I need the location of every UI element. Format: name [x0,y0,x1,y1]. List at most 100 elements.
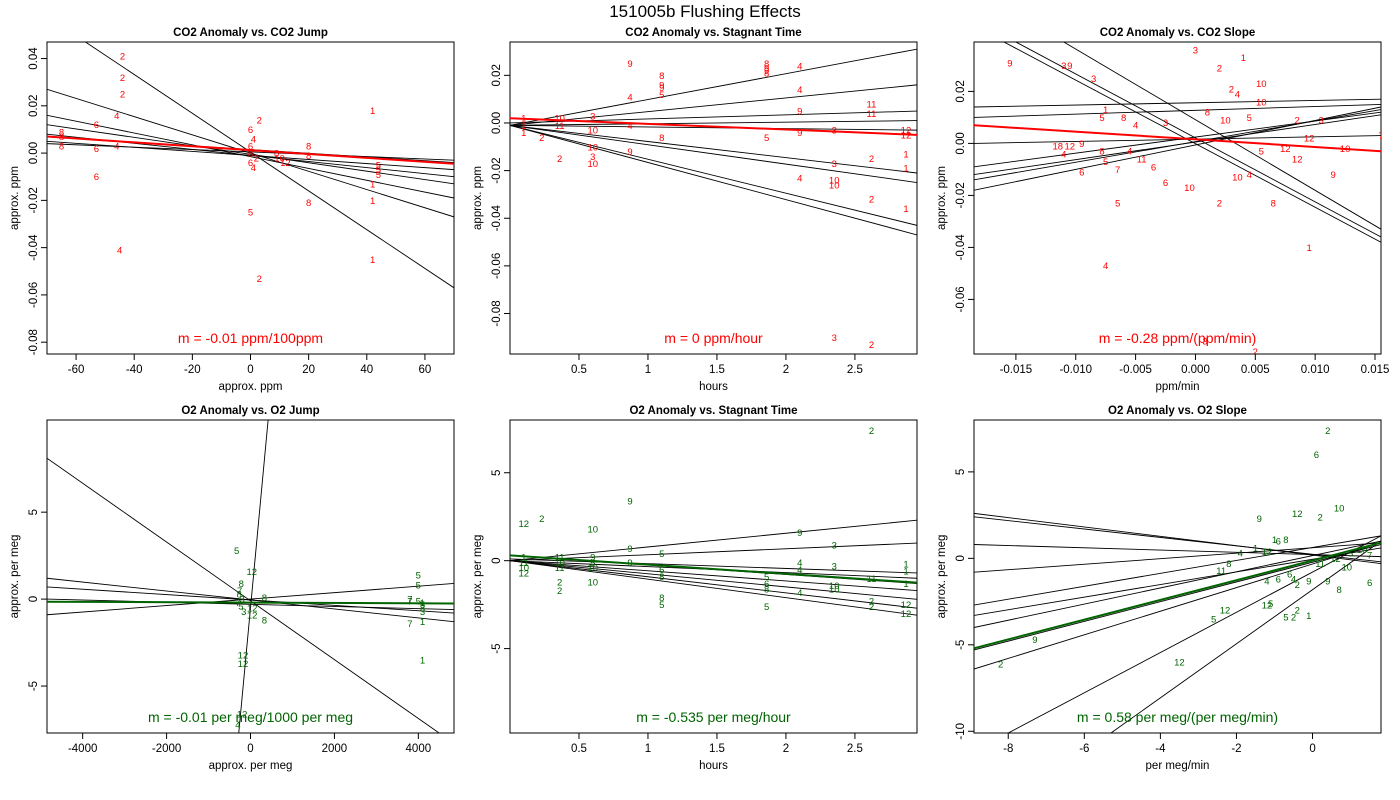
data-point-label: 7 [1367,550,1372,561]
data-point-label: 6 [1287,569,1292,580]
data-point-label: 4 [797,588,802,599]
data-point-label: 2 [557,577,562,588]
regression-line [510,48,917,126]
overall-fit-line [47,135,454,165]
y-tick-label: -5 [955,640,967,650]
data-point-label: 2 [1291,613,1296,624]
data-point-label: 7 [235,598,240,609]
x-tick-label: -20 [184,364,201,376]
chart-panel-6: O2 Anomaly vs. O2 Slope -8 -6 -4 -2 0 -10 -5 0 5 p… [936,405,1382,772]
regression-line [47,583,454,616]
data-point-label: 2 [120,90,125,101]
data-point-label: 9 [659,83,664,94]
data-point-label: 4 [1235,90,1240,101]
x-tick-label: -4000 [68,743,97,755]
x-tick-label: 2.5 [847,364,863,376]
data-point-label: 6 [1367,578,1372,589]
data-point-label: 3 [590,152,595,163]
data-point-label: 12 [280,158,291,169]
data-point-label: 10 [554,558,565,569]
data-point-label: 1 [903,560,908,571]
data-point-label: 12 [238,659,249,670]
data-point-label: 5 [238,602,243,613]
data-point-label: 5 [1099,113,1104,124]
regression-line [510,560,917,600]
regression-line [974,106,1381,191]
x-tick-label: -2000 [152,743,181,755]
x-axis-label: hours [699,381,728,393]
data-point-label: 10 [1341,562,1352,573]
data-point-label: 1 [420,598,425,609]
data-point-label: 6 [94,144,99,155]
y-tick-label: 0.00 [491,112,503,134]
y-axis-label: approx. per meg [936,535,948,619]
data-point-label: 5 [234,546,239,557]
data-point-label: 10 [1334,504,1345,515]
regression-line [510,558,917,574]
data-point-label: 12 [1262,547,1273,558]
x-tick-label: 2000 [322,743,348,755]
data-point-label: 2 [1217,64,1222,75]
data-point-label: 5 [659,600,664,611]
data-point-label: 8 [262,593,267,604]
data-point-label: 8 [59,132,64,143]
data-point-label: 5 [1247,113,1252,124]
data-point-label: 11 [519,558,529,569]
x-tick-label: 0.5 [571,743,587,755]
y-tick-label: 0 [28,596,40,602]
data-point-label: 11 [867,109,877,120]
data-point-label: 5 [376,165,381,176]
data-point-label: 8 [1337,585,1342,596]
data-point-label: 8 [764,68,769,79]
data-point-label: 1 [521,114,526,125]
data-point-label: 3 [1318,116,1323,127]
y-axis-label: approx. per meg [472,535,484,619]
x-tick-label: 2.5 [847,743,863,755]
data-point-label: 2 [869,426,874,437]
y-axis-label: approx. ppm [9,166,21,230]
data-point-label: 2 [869,340,874,351]
data-point-label: 8 [1226,559,1231,570]
data-point-label: 5 [1103,157,1108,168]
x-tick-label: 60 [419,364,432,376]
x-tick-label: 0.005 [1241,364,1270,376]
y-tick-label: 0.00 [955,132,967,154]
data-point-label: 12 [1330,554,1341,565]
plot-frame [509,419,918,734]
data-point-label: 2 [1229,84,1234,95]
data-point-label: 12 [1292,155,1303,166]
data-point-label: 2 [1317,512,1322,523]
data-point-label: 9 [627,558,632,569]
data-point-label: 1 [903,579,908,590]
regression-line [47,124,454,185]
data-point-label: 8 [659,71,664,82]
regression-line [974,540,1381,628]
data-point-label: 3 [420,603,425,614]
data-point-label: 4 [1103,261,1108,272]
data-point-label: 11 [555,553,565,564]
chart-panel-4: O2 Anomaly vs. O2 Jump -4000 -2000 0 2000 400… [9,405,455,772]
x-axis-label: per meg/min [1146,760,1210,772]
data-point-label: 1 [521,121,526,132]
data-point-label: 10 [1256,79,1267,90]
data-point-label: 4 [627,121,632,132]
data-point-label: 2 [869,597,874,608]
data-point-label: 1 [370,255,375,266]
data-point-label: 2 [120,52,125,63]
data-point-label: 1 [521,128,526,139]
overall-fit-line [974,541,1381,650]
regression-line [510,542,917,562]
data-point-label: 8 [237,589,242,600]
data-point-label: 2 [1217,199,1222,210]
data-point-label: 4 [797,173,802,184]
data-point-label: 12 [246,567,257,578]
data-point-label: 6 [94,172,99,183]
data-point-label: 5 [764,602,769,613]
data-point-label: 4 [1247,170,1252,181]
x-axis-label: approx. ppm [219,381,283,393]
data-point-label: 1 [521,553,526,564]
data-point-label: 12 [519,519,530,530]
data-point-label: 8 [59,142,64,153]
data-point-label: 4 [1133,121,1138,132]
